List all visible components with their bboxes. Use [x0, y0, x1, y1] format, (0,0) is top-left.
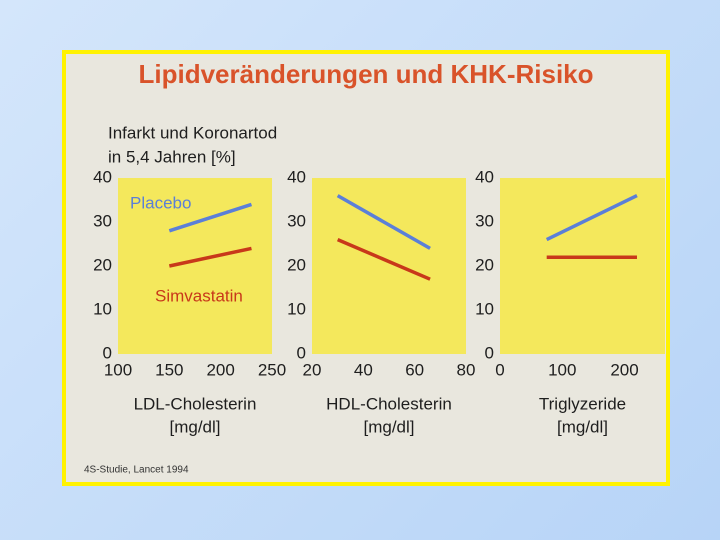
data-line: [545, 194, 638, 242]
y-tick-label: 20: [475, 255, 494, 274]
x-tick-label: 40: [354, 360, 373, 379]
y-axis-label: in 5,4 Jahren [%]: [108, 147, 236, 166]
y-tick-label: 30: [287, 211, 306, 230]
x-tick-label: 100: [104, 360, 132, 379]
y-tick-label: 40: [475, 167, 494, 186]
y-tick-label: 20: [93, 255, 112, 274]
x-tick-label: 200: [206, 360, 234, 379]
x-axis-unit: [mg/dl]: [557, 417, 608, 436]
data-line: [168, 246, 252, 268]
x-tick-label: 80: [457, 360, 476, 379]
legend-label: Simvastatin: [155, 286, 243, 305]
x-tick-label: 20: [303, 360, 322, 379]
plot-area: [500, 178, 665, 354]
x-tick-label: 150: [155, 360, 183, 379]
x-tick-label: 250: [258, 360, 286, 379]
x-axis-label: LDL-Cholesterin: [134, 394, 257, 413]
y-tick-label: 10: [287, 299, 306, 318]
y-tick-label: 0: [103, 343, 112, 362]
y-axis-label: Infarkt und Koronartod: [108, 123, 277, 142]
footnote: 4S-Studie, Lancet 1994: [84, 465, 189, 476]
x-axis-unit: [mg/dl]: [169, 417, 220, 436]
data-line: [168, 202, 253, 233]
x-axis-label: HDL-Cholesterin: [326, 394, 452, 413]
y-tick-label: 30: [475, 211, 494, 230]
x-tick-label: 60: [405, 360, 424, 379]
y-tick-label: 40: [93, 167, 112, 186]
y-tick-label: 0: [297, 343, 306, 362]
slide-title: Lipidveränderungen und KHK-Risiko: [138, 59, 593, 89]
x-axis-unit: [mg/dl]: [363, 417, 414, 436]
legend-label: Placebo: [130, 193, 191, 212]
data-line: [336, 194, 431, 250]
x-axis-label: Triglyzeride: [539, 394, 626, 413]
plot-area: [312, 178, 466, 354]
data-line: [336, 237, 431, 281]
y-tick-label: 10: [475, 299, 494, 318]
y-tick-label: 20: [287, 255, 306, 274]
y-tick-label: 30: [93, 211, 112, 230]
y-tick-label: 40: [287, 167, 306, 186]
y-tick-label: 10: [93, 299, 112, 318]
x-tick-label: 0: [495, 360, 504, 379]
y-tick-label: 0: [485, 343, 494, 362]
x-tick-label: 200: [610, 360, 638, 379]
x-tick-label: 100: [548, 360, 576, 379]
